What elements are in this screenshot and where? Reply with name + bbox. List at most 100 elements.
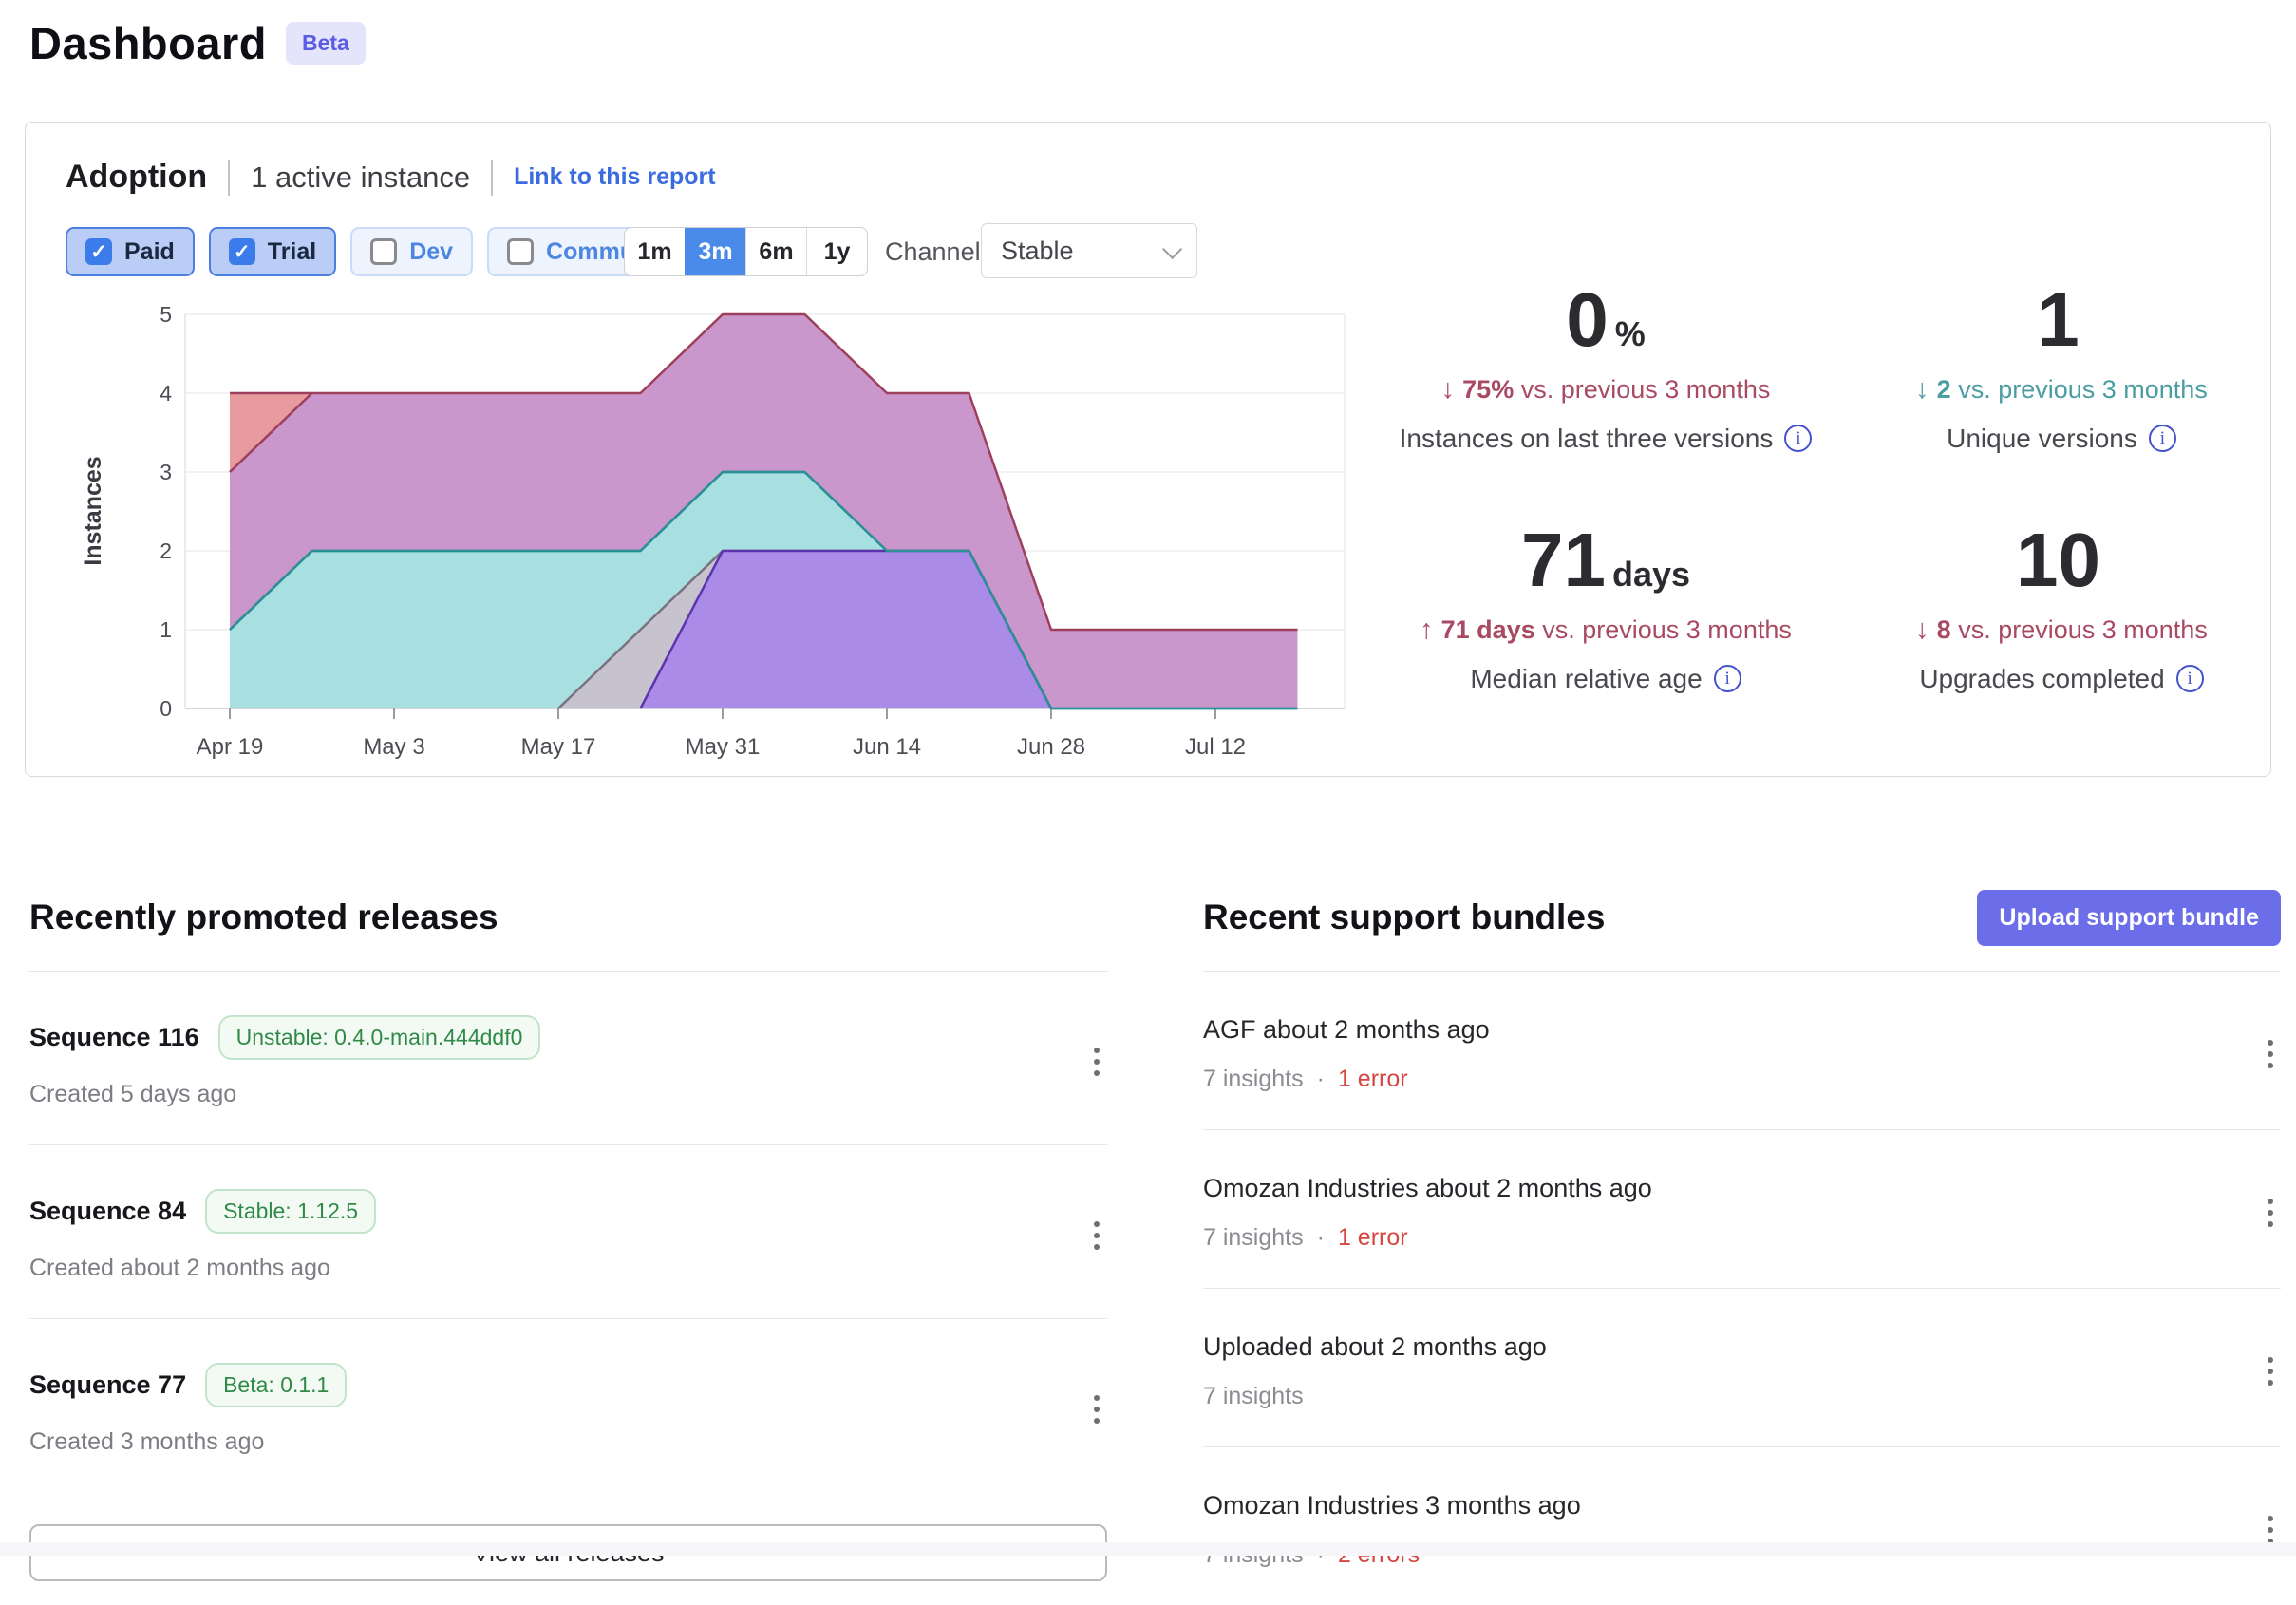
trend-arrow-icon: ↓ (1440, 374, 1456, 405)
stat-label-row: Unique versions i (1843, 424, 2280, 454)
bundle-meta: 7 insights · 1 error (1203, 1224, 2260, 1252)
release-row: Sequence 116 Unstable: 0.4.0-main.444ddf… (29, 972, 1107, 1144)
bundles-section-head: Recent support bundles Upload support bu… (1203, 889, 2281, 946)
svg-text:May 31: May 31 (686, 734, 761, 760)
stat-delta-value: 71 days (1440, 614, 1535, 644)
adoption-chart: 0 1 2 3 4 5 Apr 19 May 3 May 17 May 31 Jun 14 Jun 2… (58, 300, 1368, 775)
channel-select-value: Stable (1001, 236, 1074, 265)
releases-section-head: Recently promoted releases (29, 891, 1107, 944)
kebab-menu-icon[interactable] (2260, 1508, 2281, 1552)
bundle-title[interactable]: Omozan Industries about 2 months ago (1203, 1174, 1652, 1202)
svg-text:4: 4 (160, 381, 172, 406)
bundle-insights: 7 insights (1203, 1224, 1304, 1251)
release-row: Sequence 84 Stable: 1.12.5 Created about… (29, 1144, 1107, 1318)
stat-number: 10 (2016, 517, 2100, 602)
kebab-menu-icon[interactable] (1086, 1040, 1107, 1084)
bundle-meta: 7 insights · (1203, 1383, 2260, 1410)
filter-chip[interactable]: ✓ Dev (350, 227, 474, 276)
adoption-stats: 0% ↓ 75% vs. previous 3 months Instances … (1368, 282, 2280, 694)
release-title: Sequence 116 (29, 1023, 199, 1051)
release-channel-badge: Stable: 1.12.5 (205, 1189, 377, 1234)
kebab-menu-icon[interactable] (2260, 1032, 2281, 1076)
link-to-report[interactable]: Link to this report (514, 163, 716, 190)
support-bundle-row: AGF about 2 months ago 7 insights · 1 er… (1203, 972, 2281, 1129)
stat-value: 71 days (1368, 521, 1843, 598)
filter-chip-label: Paid (124, 237, 175, 265)
release-created: Created about 2 months ago (29, 1255, 330, 1281)
release-channel-badge: Beta: 0.1.1 (205, 1363, 348, 1407)
kebab-menu-icon[interactable] (1086, 1214, 1107, 1257)
release-title: Sequence 84 (29, 1197, 187, 1225)
time-range-button[interactable]: 6m (745, 228, 806, 275)
time-range-button[interactable]: 1m (637, 237, 672, 265)
checkbox-icon: ✓ (85, 238, 112, 265)
bundle-title[interactable]: Omozan Industries 3 months ago (1203, 1491, 1581, 1520)
page-header: Dashboard Beta (29, 17, 366, 69)
filter-chip[interactable]: ✓ Paid (66, 227, 195, 276)
info-icon[interactable]: i (2148, 425, 2176, 453)
kebab-menu-icon[interactable] (2260, 1350, 2281, 1393)
upload-support-bundle-button[interactable]: Upload support bundle (1977, 889, 2281, 946)
stat-value: 0% (1368, 282, 1843, 358)
svg-text:Apr 19: Apr 19 (197, 734, 264, 760)
stat-delta-value: 8 (1936, 614, 1951, 644)
support-bundle-row: Omozan Industries about 2 months ago 7 i… (1203, 1129, 2281, 1288)
bundle-row-main: Omozan Industries about 2 months ago 7 i… (1203, 1174, 2260, 1252)
stat-delta-caption: vs. previous 3 months (1958, 375, 2208, 404)
bundle-row-main: Omozan Industries 3 months ago 7 insight… (1203, 1491, 2260, 1569)
checkbox-icon: ✓ (370, 238, 398, 265)
channel-select[interactable]: Stable (981, 223, 1197, 278)
stat-number: 1 (2037, 277, 2080, 362)
check-glyph: ✓ (233, 240, 251, 263)
stat-delta-caption: vs. previous 3 months (1958, 614, 2208, 644)
chevron-down-icon (1162, 238, 1183, 259)
stat-label: Unique versions (1947, 423, 2137, 453)
kebab-menu-icon[interactable] (2260, 1191, 2281, 1235)
stat-suffix: days (1611, 554, 1691, 594)
stat-label-row: Upgrades completed i (1843, 664, 2280, 694)
stat-label: Upgrades completed (1919, 663, 2165, 693)
releases-section: Recently promoted releases Sequence 116 … (29, 891, 1107, 1581)
kebab-menu-icon[interactable] (1086, 1388, 1107, 1431)
svg-text:1: 1 (160, 617, 172, 642)
trend-arrow-icon: ↓ (1915, 614, 1929, 645)
info-icon[interactable]: i (2175, 665, 2204, 693)
stat-delta: ↓ 75% vs. previous 3 months (1368, 373, 1843, 406)
info-icon[interactable]: i (1784, 425, 1813, 453)
bundle-title[interactable]: Uploaded about 2 months ago (1203, 1332, 1547, 1361)
trend-arrow-icon: ↓ (1915, 374, 1929, 405)
release-title-line: Sequence 84 Stable: 1.12.5 (29, 1189, 1086, 1234)
release-created: Created 5 days ago (29, 1081, 237, 1107)
stat-label-row: Instances on last three versions i (1368, 424, 1843, 454)
stat-value: 10 (1843, 521, 2280, 598)
filter-chip-label: Trial (267, 237, 317, 265)
release-row: Sequence 77 Beta: 0.1.1 Created 3 months… (29, 1318, 1107, 1492)
stat-label: Median relative age (1470, 663, 1703, 693)
svg-text:3: 3 (160, 460, 172, 484)
page-title: Dashboard (29, 18, 267, 68)
svg-text:May 3: May 3 (363, 734, 424, 760)
bundle-insights: 7 insights (1203, 1383, 1304, 1409)
svg-text:5: 5 (160, 302, 172, 327)
release-channel-badge: Unstable: 0.4.0-main.444ddf0 (217, 1015, 541, 1060)
divider (228, 159, 231, 196)
time-range-button[interactable]: 1y (806, 228, 867, 275)
filter-chip-label: Dev (409, 237, 454, 265)
stat-block: 0% ↓ 75% vs. previous 3 months Instances … (1368, 282, 1843, 454)
release-title: Sequence 77 (29, 1370, 187, 1399)
stat-delta-value: 75% (1462, 375, 1515, 404)
check-glyph: ✓ (90, 240, 107, 263)
release-row-main: Sequence 84 Stable: 1.12.5 Created about… (29, 1189, 1086, 1282)
bundles-heading: Recent support bundles (1203, 897, 1606, 936)
divider (491, 159, 494, 196)
svg-text:2: 2 (160, 538, 172, 563)
release-title-line: Sequence 77 Beta: 0.1.1 (29, 1363, 1086, 1407)
bundle-title[interactable]: AGF about 2 months ago (1203, 1015, 1490, 1044)
svg-text:Jun 28: Jun 28 (1017, 734, 1085, 760)
checkbox-icon: ✓ (507, 238, 535, 265)
info-icon[interactable]: i (1713, 665, 1741, 693)
time-range-button[interactable]: 3m (685, 228, 745, 275)
filter-chip[interactable]: ✓ Trial (208, 227, 337, 276)
checkbox-icon: ✓ (228, 238, 255, 265)
adoption-chart-svg: 0 1 2 3 4 5 Apr 19 May 3 May 17 May 31 Jun 14 Jun 2… (80, 302, 1346, 760)
